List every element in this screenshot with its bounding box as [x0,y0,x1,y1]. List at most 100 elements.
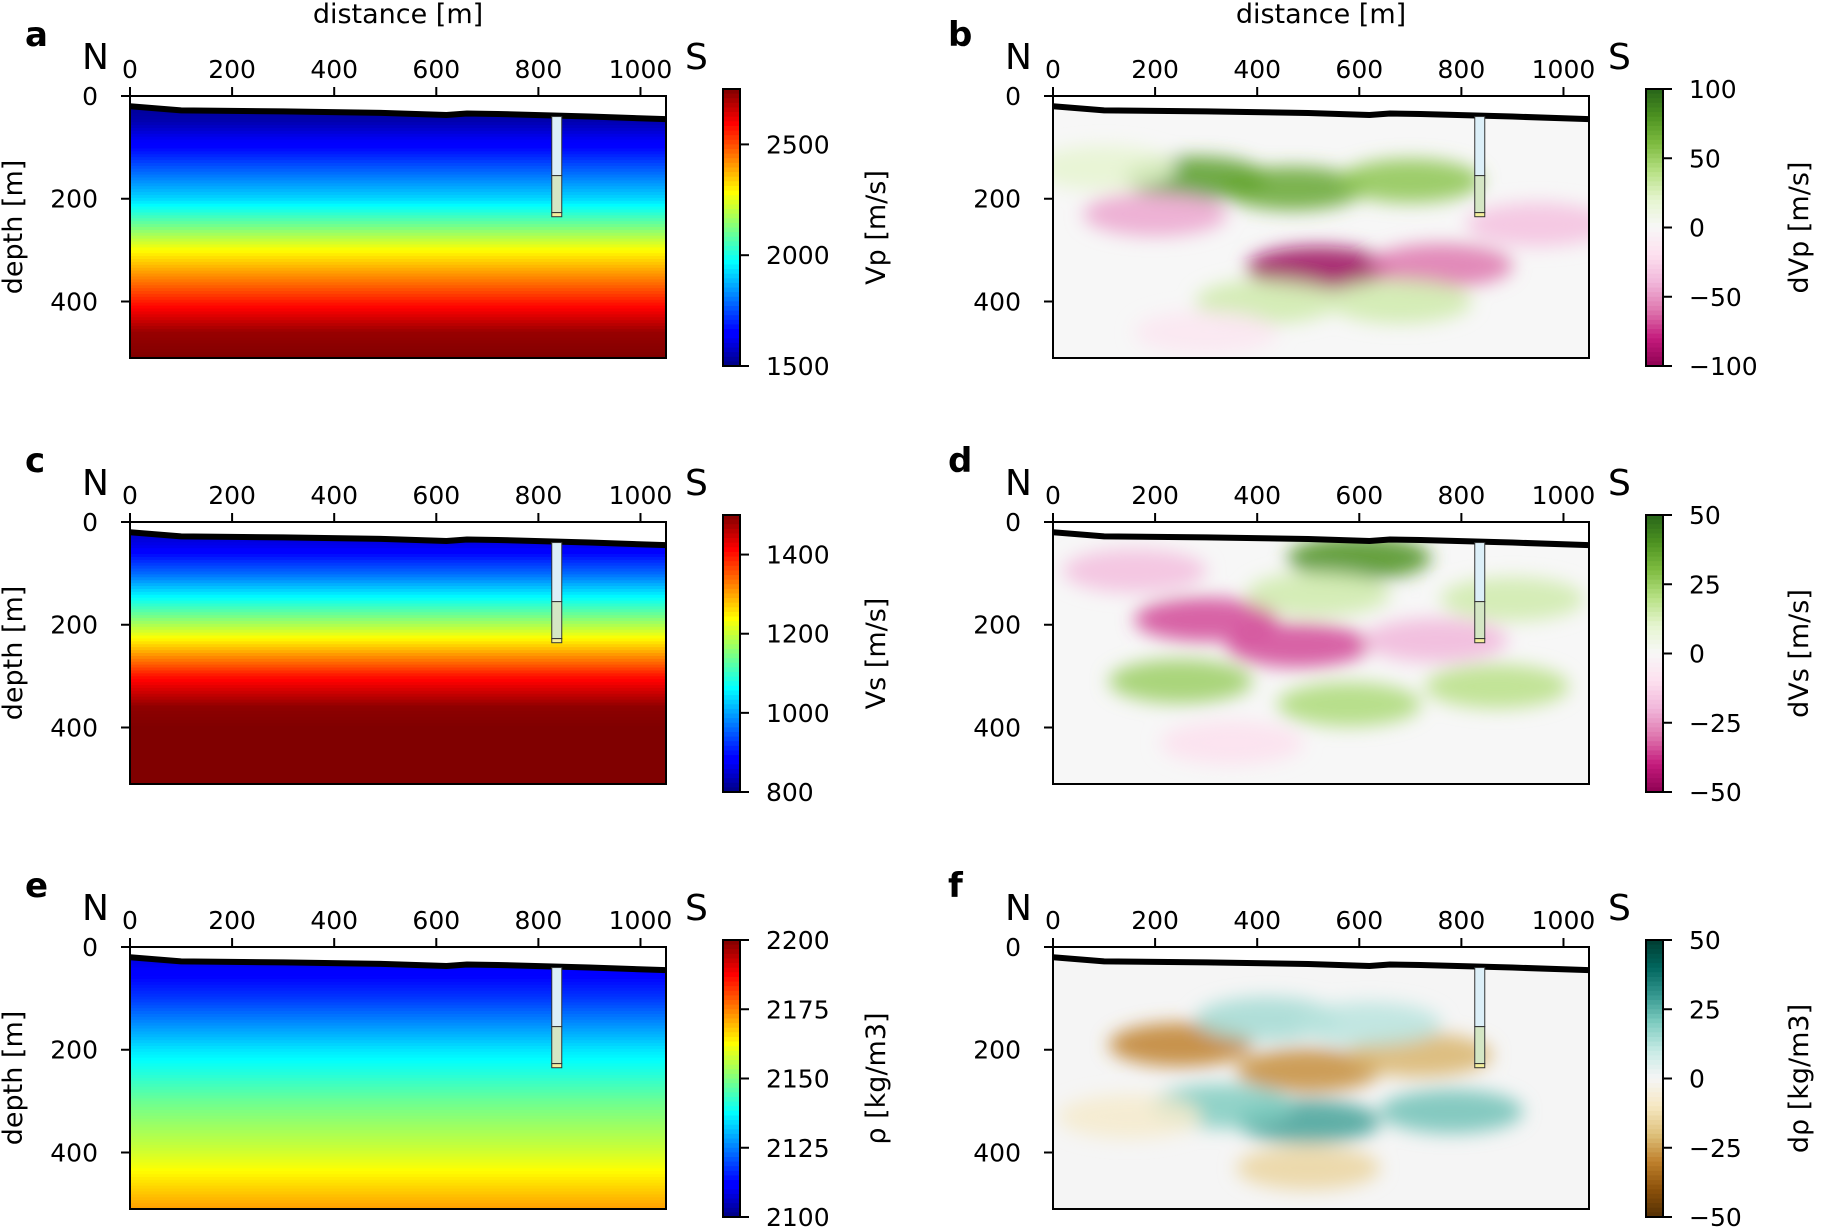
heatmap-band [130,171,666,176]
anomaly-blob [1062,548,1207,593]
colorbar-segment [1646,662,1663,669]
heatmap-band [130,714,666,718]
colorbar-segment [1646,1124,1663,1131]
colorbar-segment [1646,89,1663,95]
heatmap-band [130,719,666,724]
colorbar-segment [1646,963,1663,969]
colorbar-e: 2100 2125 2150 2175 2200 ρ [kg/m3] [722,926,892,1228]
colorbar-segment [723,1189,740,1195]
colorbar-segment [1646,125,1663,132]
colorbar-segment [723,727,740,733]
heatmap-band [130,200,666,205]
heatmap-band [130,781,666,784]
colorbar-segment [723,1120,740,1126]
colorbar-segment [723,107,740,113]
borehole-upper [1474,542,1486,603]
colorbar-segment [723,1180,740,1186]
heatmap-band [130,690,666,695]
colorbar-segment [1646,533,1663,539]
colorbar-segment [723,255,740,261]
heatmap-band [130,279,666,284]
heatmap-band [130,1022,666,1027]
heatmap-band [130,667,666,672]
south-label: S [685,37,708,78]
colorbar-b: −100 −50 0 50 100 dVp [m/s] [1645,75,1815,381]
heatmap-band [130,1147,666,1152]
x-tick-label: 400 [310,55,358,84]
colorbar-segment [1646,773,1663,779]
heatmap-band [130,772,666,777]
colorbar-segment [723,713,740,719]
y-tick-label: 200 [50,185,98,214]
colorbar-segment [1646,176,1663,183]
colorbar-segment [723,953,740,960]
y-tick-label: 400 [50,1138,98,1167]
colorbar-segment [723,1175,740,1181]
north-label: N [1005,463,1032,504]
colorbar-segment [1646,264,1663,270]
heatmap-band [130,250,666,254]
colorbar-segment [723,1147,740,1154]
heatmap-band [130,1203,666,1207]
heatmap-band [130,232,666,237]
heatmap-band [130,194,666,199]
colorbar-segment [1646,190,1663,196]
colorbar-segment [723,787,740,793]
heatmap-band [130,673,666,678]
colorbar-segment [1646,782,1663,789]
colorbar-segment [723,699,740,706]
heatmap-band [130,177,666,182]
y-tick-label: 200 [50,1036,98,1065]
x-axis-label: distance [m] [313,0,483,30]
heatmap-f [1053,947,1589,1209]
colorbar-segment [1646,1004,1663,1011]
colorbar-segment [723,1166,740,1172]
colorbar-segment [723,778,740,784]
colorbar-segment [1646,676,1663,682]
colorbar-segment [1646,301,1663,307]
anomaly-blob [1159,720,1304,765]
heatmap-band [130,618,666,622]
anomaly-blob [1338,158,1483,203]
heatmap-band [130,145,666,150]
colorbar-segment [723,1023,740,1029]
colorbar-segment [1646,768,1663,775]
heatmap-band [130,664,666,669]
colorbar-segment [1646,528,1663,535]
heatmap-band [130,1066,666,1071]
heatmap-band [130,580,666,584]
topography-line [130,103,666,123]
colorbar-segment [723,976,740,983]
colorbar-segment [1646,708,1663,715]
x-tick-label: 200 [1131,55,1179,84]
heatmap-band [130,1197,666,1202]
y-tick-label: 200 [50,611,98,640]
colorbar-segment [1646,232,1663,238]
heatmap-band [130,562,666,567]
colorbar-segment [1646,653,1663,659]
colorbar-segment [1646,1170,1663,1177]
colorbar-segment [723,667,740,673]
colorbar-segment [1646,329,1663,335]
x-tick-label: 600 [412,906,460,935]
colorbar-segment [723,986,740,992]
colorbar-segment [1646,515,1663,521]
colorbar-segment [723,565,740,572]
colorbar-segment [1646,1143,1663,1149]
x-tick-label: 200 [208,481,256,510]
colorbar-tick-label: −50 [1689,1203,1742,1228]
x-tick-label: 200 [1131,906,1179,935]
colorbar-segment [1646,722,1663,729]
colorbar-segment [723,199,740,206]
heatmap-band [130,346,666,351]
colorbar-segment [723,296,740,303]
colorbar-segment [1646,787,1663,793]
colorbar-segment [1646,218,1663,224]
colorbar-segment [723,745,740,752]
colorbar-segment [723,1152,740,1158]
heatmap-band [130,308,666,313]
heatmap-band [130,1043,666,1047]
panel-letter-a: a [25,15,48,55]
anomaly-blob [1465,202,1589,247]
heatmap-band [130,647,666,651]
